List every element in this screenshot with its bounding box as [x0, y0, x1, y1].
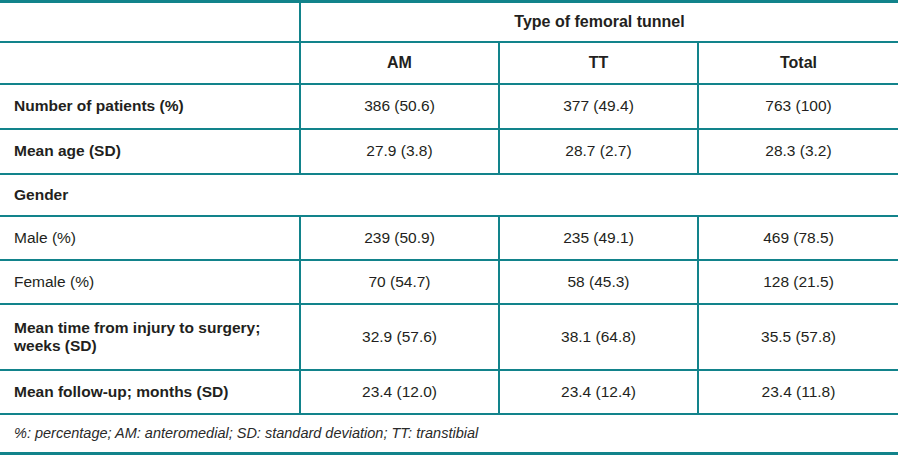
table-row-mean-follow-up: Mean follow-up; months (SD) 23.4 (12.0) …	[0, 370, 898, 414]
cell-total: 469 (78.5)	[698, 216, 898, 260]
cell-total: 28.3 (3.2)	[698, 129, 898, 174]
row-label: Mean time from injury to surgery; weeks …	[0, 304, 300, 370]
cell-total: 23.4 (11.8)	[698, 370, 898, 414]
table-row-female: Female (%) 70 (54.7) 58 (45.3) 128 (21.5…	[0, 260, 898, 304]
cell-tt: 38.1 (64.8)	[499, 304, 698, 370]
cell-am: 239 (50.9)	[300, 216, 499, 260]
cell-am: 23.4 (12.0)	[300, 370, 499, 414]
cell-am: 32.9 (57.6)	[300, 304, 499, 370]
section-label: Gender	[0, 174, 898, 216]
row-label: Male (%)	[0, 216, 300, 260]
table-footnote: %: percentage; AM: anteromedial; SD: sta…	[0, 414, 898, 454]
cell-total: 35.5 (57.8)	[698, 304, 898, 370]
cell-am: 386 (50.6)	[300, 84, 499, 129]
cell-tt: 377 (49.4)	[499, 84, 698, 129]
table-footnote-row: %: percentage; AM: anteromedial; SD: sta…	[0, 414, 898, 454]
cell-tt: 58 (45.3)	[499, 260, 698, 304]
table-row-mean-age: Mean age (SD) 27.9 (3.8) 28.7 (2.7) 28.3…	[0, 129, 898, 174]
cell-tt: 235 (49.1)	[499, 216, 698, 260]
table-row-male: Male (%) 239 (50.9) 235 (49.1) 469 (78.5…	[0, 216, 898, 260]
row-label: Number of patients (%)	[0, 84, 300, 129]
column-header-total: Total	[698, 42, 898, 84]
column-header-am: AM	[300, 42, 499, 84]
demographics-table-container: Type of femoral tunnel AM TT Total Numbe…	[0, 0, 898, 463]
group-header-title: Type of femoral tunnel	[300, 2, 898, 42]
header-columns-row: AM TT Total	[0, 42, 898, 84]
cell-total: 128 (21.5)	[698, 260, 898, 304]
demographics-table: Type of femoral tunnel AM TT Total Numbe…	[0, 0, 898, 455]
cell-tt: 28.7 (2.7)	[499, 129, 698, 174]
table-row-number-of-patients: Number of patients (%) 386 (50.6) 377 (4…	[0, 84, 898, 129]
corner-cell	[0, 2, 300, 42]
row-label: Mean age (SD)	[0, 129, 300, 174]
header-group-row: Type of femoral tunnel	[0, 2, 898, 42]
table-row-mean-time-injury-to-surgery: Mean time from injury to surgery; weeks …	[0, 304, 898, 370]
row-label: Female (%)	[0, 260, 300, 304]
column-header-tt: TT	[499, 42, 698, 84]
cell-am: 70 (54.7)	[300, 260, 499, 304]
cell-total: 763 (100)	[698, 84, 898, 129]
cell-am: 27.9 (3.8)	[300, 129, 499, 174]
corner-cell-2	[0, 42, 300, 84]
table-section-gender: Gender	[0, 174, 898, 216]
cell-tt: 23.4 (12.4)	[499, 370, 698, 414]
row-label: Mean follow-up; months (SD)	[0, 370, 300, 414]
